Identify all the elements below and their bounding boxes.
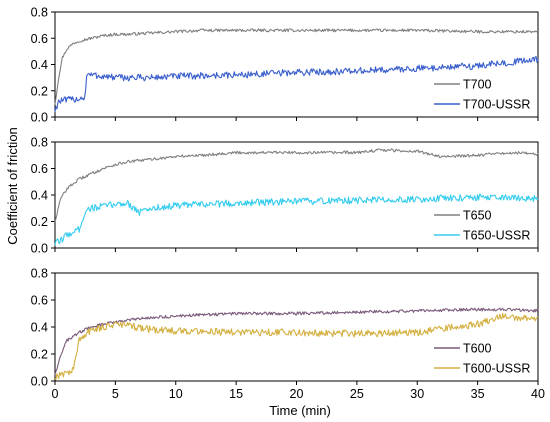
panel-1: 0.0 0.2 0.4 0.6 0.8 T700 T700-USSR [31, 6, 539, 125]
x-tick-label: 40 [531, 387, 545, 401]
series-line-t700 [54, 28, 538, 105]
y-tick-label: 0.8 [31, 136, 48, 150]
x-tick-label: 10 [169, 387, 183, 401]
y-tick-label: 0.0 [31, 375, 48, 389]
series-line-t600-ussr [54, 312, 539, 381]
y-tick-label: 0.6 [31, 32, 48, 46]
legend-label: T600 [463, 342, 492, 356]
legend-label: T700-USSR [463, 98, 530, 112]
y-tick-label: 0.0 [31, 111, 48, 125]
series-line-t650-ussr [54, 193, 539, 246]
panel-3: 0.0 0.2 0.4 0.6 0.8 0 5 10 15 20 25 30 35 40 T600 T600-… [31, 267, 545, 402]
x-tick-label: 15 [229, 387, 243, 401]
y-tick-label: 0.2 [31, 84, 48, 98]
x-tick-label: 25 [350, 387, 364, 401]
y-axis-label: Coefficient of friction [5, 127, 20, 245]
x-axis-label: Time (min) [269, 403, 331, 418]
x-tick-label: 20 [290, 387, 304, 401]
y-tick-label: 0.2 [31, 348, 48, 362]
x-tick-label: 35 [471, 387, 485, 401]
y-tick-label: 0.6 [31, 294, 48, 308]
series-line-t650 [54, 148, 539, 223]
y-tick-label: 0.4 [31, 321, 48, 335]
legend-label: T650 [463, 209, 492, 223]
panels-group: 0.0 0.2 0.4 0.6 0.8 T700 T700-USSR 0.0 0.2 0.4 0.6… [31, 6, 545, 402]
panel-2: 0.0 0.2 0.4 0.6 0.8 T650 T650-USSR [31, 136, 539, 256]
y-tick-label: 0.4 [31, 58, 48, 72]
y-tick-label: 0.8 [31, 267, 48, 281]
x-tick-label: 5 [112, 387, 119, 401]
y-tick-label: 0.2 [31, 215, 48, 229]
y-tick-label: 0.8 [31, 6, 48, 20]
y-tick-label: 0.4 [31, 189, 48, 203]
x-tick-label: 30 [410, 387, 424, 401]
legend-label: T600-USSR [463, 362, 530, 376]
series-line-t700-ussr [54, 56, 539, 113]
series-line-t600 [54, 307, 539, 376]
y-tick-label: 0.0 [31, 242, 48, 256]
legend-label: T650-USSR [463, 229, 530, 243]
x-tick-label: 0 [52, 387, 59, 401]
y-tick-label: 0.6 [31, 162, 48, 176]
legend-label: T700 [463, 78, 492, 92]
